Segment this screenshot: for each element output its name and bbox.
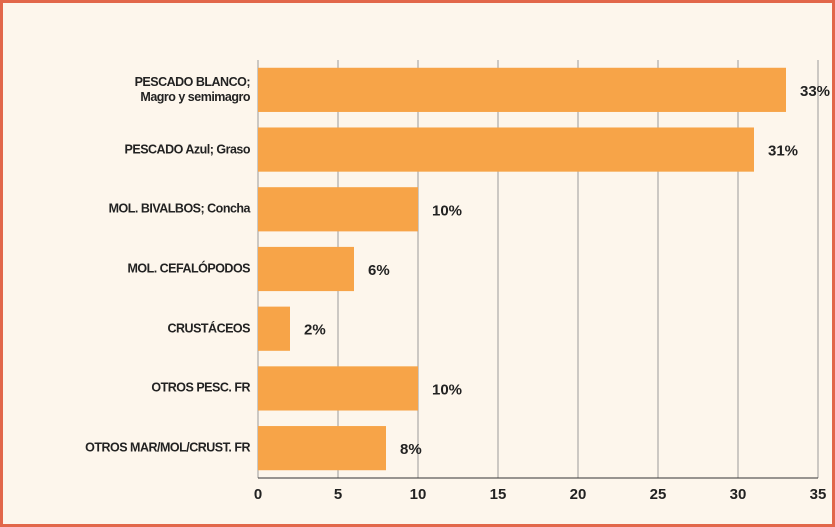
value-label: 6%: [368, 262, 390, 279]
value-label: 10%: [432, 202, 462, 219]
category-label: MOL. CEFALÓPODOS: [127, 261, 250, 276]
value-label: 8%: [400, 441, 422, 458]
bar: [258, 366, 418, 411]
x-tick-label: 30: [730, 486, 747, 503]
x-tick-label: 0: [254, 486, 262, 503]
value-label: 31%: [768, 143, 798, 160]
value-label: 33%: [800, 83, 830, 100]
category-label: OTROS MAR/MOL/CRUST. FR: [85, 440, 250, 455]
bar: [258, 127, 754, 172]
bar: [258, 426, 386, 471]
x-tick-label: 35: [810, 486, 827, 503]
category-label: PESCADO BLANCO; Magro y semimagro: [134, 74, 251, 104]
plot: 0 5 10 15 20 25 30 35 33% 31% 10% 6% 2% 10% 8%: [254, 60, 830, 503]
x-tick-label: 25: [650, 486, 667, 503]
bar: [258, 246, 354, 292]
x-tick-label: 5: [334, 486, 342, 503]
x-tick-label: 20: [570, 486, 587, 503]
value-label: 2%: [304, 322, 326, 339]
category-label: PESCADO Azul; Graso: [124, 142, 251, 157]
x-tick-label: 10: [410, 486, 427, 503]
bar: [258, 67, 786, 112]
bar: [258, 187, 418, 232]
category-label: MOL. BIVALBOS; Concha: [108, 201, 251, 216]
category-label: OTROS PESC. FR: [151, 380, 250, 395]
category-label: CRUSTÁCEOS: [167, 321, 250, 336]
bar: [258, 306, 290, 351]
value-label: 10%: [432, 381, 462, 398]
x-tick-label: 15: [490, 486, 507, 503]
